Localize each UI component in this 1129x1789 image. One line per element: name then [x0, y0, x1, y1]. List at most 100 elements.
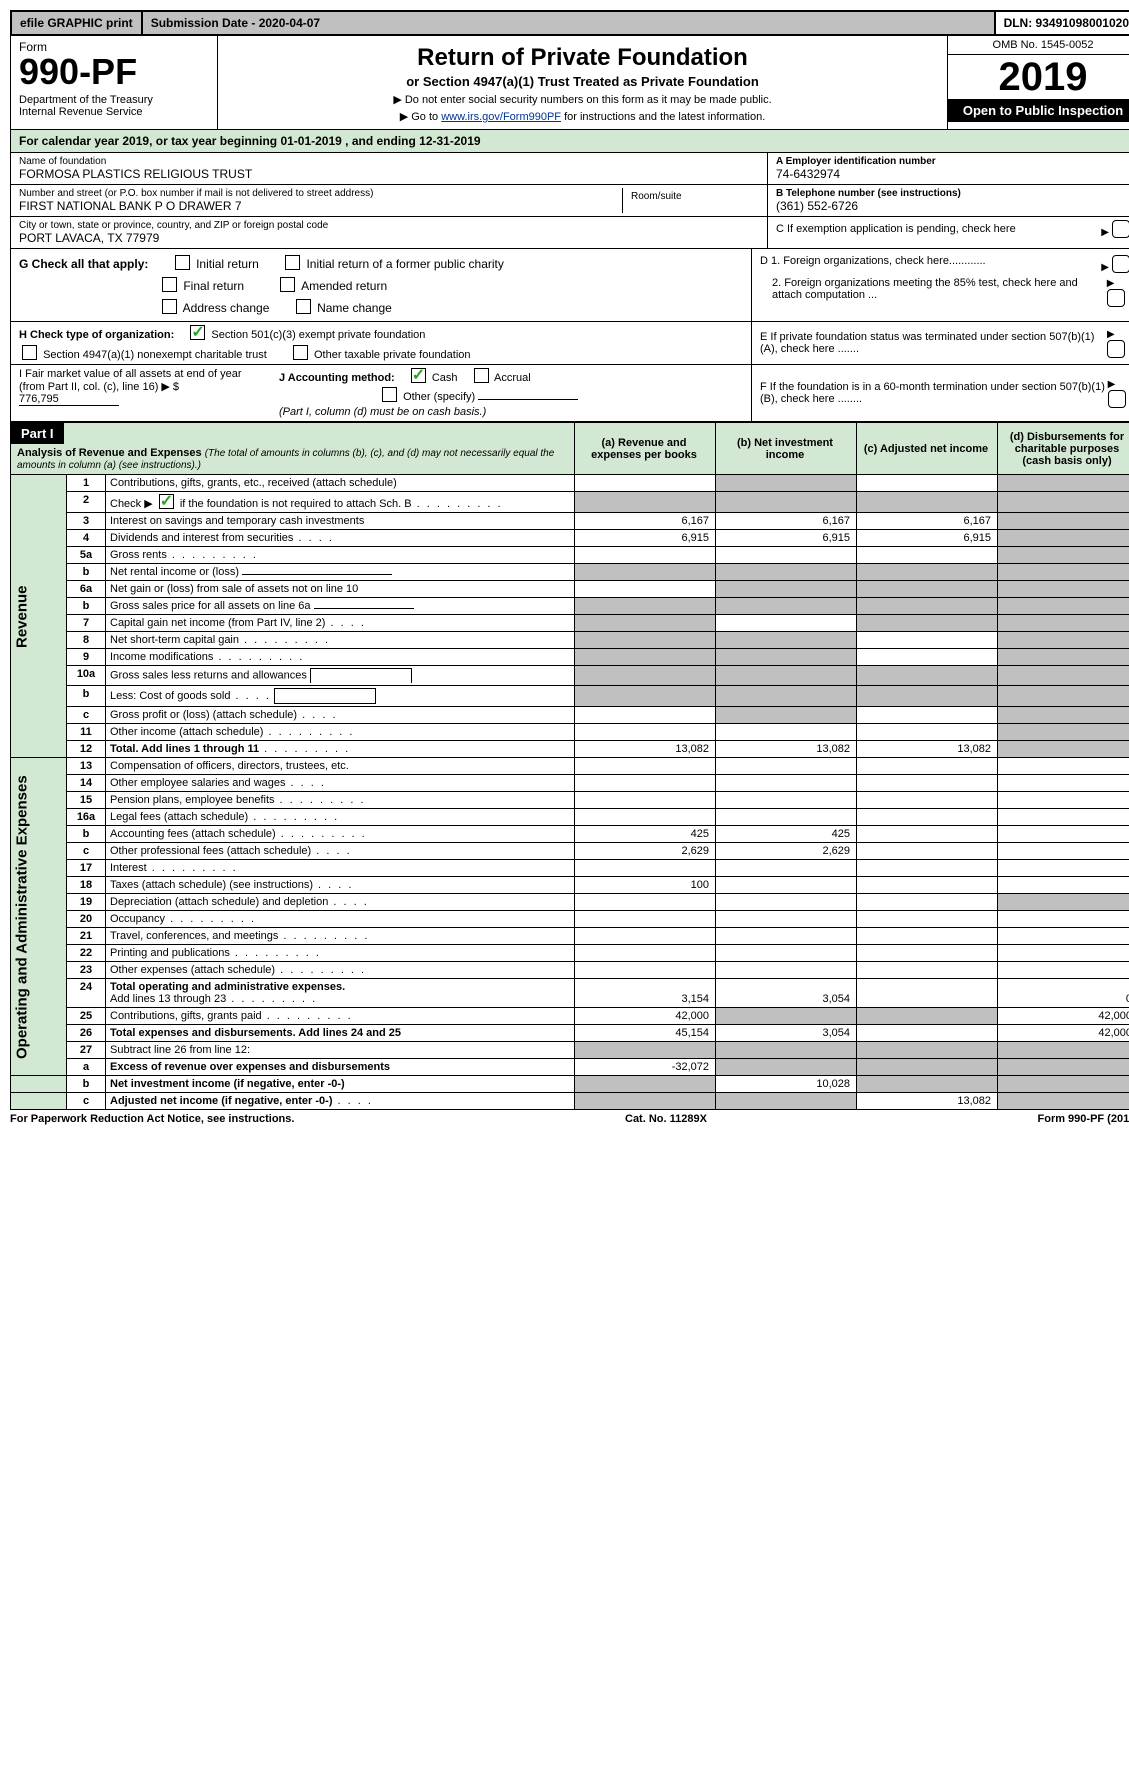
row-21: 21Travel, conferences, and meetings [11, 928, 1129, 945]
row-27a: aExcess of revenue over expenses and dis… [11, 1059, 1129, 1076]
c-label: C If exemption application is pending, c… [776, 223, 1016, 235]
phone-label: B Telephone number (see instructions) [776, 188, 961, 199]
row-1: Revenue 1Contributions, gifts, grants, e… [11, 475, 1129, 492]
city: PORT LAVACA, TX 77979 [19, 231, 759, 245]
row-19: 19Depreciation (attach schedule) and dep… [11, 894, 1129, 911]
open-public-label: Open to Public Inspection [948, 99, 1129, 122]
form-ref: Form 990-PF (2019) [1038, 1113, 1129, 1125]
g-initial-former-cb[interactable] [285, 255, 300, 270]
address-label: Number and street (or P.O. box number if… [19, 188, 622, 199]
row-10b: bLess: Cost of goods sold [11, 686, 1129, 707]
row-12: 12Total. Add lines 1 through 1113,08213,… [11, 741, 1129, 758]
col-d-header: (d) Disbursements for charitable purpose… [998, 423, 1129, 475]
row-24: 24Total operating and administrative exp… [11, 979, 1129, 1008]
row-5a: 5aGross rents [11, 547, 1129, 564]
form-note2: ▶ Go to www.irs.gov/Form990PF for instru… [224, 110, 941, 123]
paperwork-notice: For Paperwork Reduction Act Notice, see … [10, 1113, 294, 1125]
ein-label: A Employer identification number [776, 156, 936, 167]
ein: 74-6432974 [776, 167, 1129, 181]
row-20: 20Occupancy [11, 911, 1129, 928]
irs-label: Internal Revenue Service [19, 106, 209, 118]
row-27: 27Subtract line 26 from line 12: [11, 1042, 1129, 1059]
col-c-header: (c) Adjusted net income [857, 423, 998, 475]
row-4: 4Dividends and interest from securities6… [11, 530, 1129, 547]
row-23: 23Other expenses (attach schedule) [11, 962, 1129, 979]
room-label: Room/suite [623, 188, 759, 213]
dept-label: Department of the Treasury [19, 94, 209, 106]
j-accrual-cb[interactable] [474, 368, 489, 383]
foundation-name: FORMOSA PLASTICS RELIGIOUS TRUST [19, 167, 759, 181]
i-value: 776,795 [19, 393, 119, 406]
section-ij-f: I Fair market value of all assets at end… [10, 365, 1129, 422]
row-14: 14Other employee salaries and wages [11, 775, 1129, 792]
row-5b: bNet rental income or (loss) [11, 564, 1129, 581]
row-27c: cAdjusted net income (if negative, enter… [11, 1093, 1129, 1110]
city-label: City or town, state or province, country… [19, 220, 759, 231]
e-checkbox[interactable] [1107, 340, 1125, 358]
row-6a: 6aNet gain or (loss) from sale of assets… [11, 581, 1129, 598]
c-checkbox[interactable] [1112, 220, 1129, 238]
h-other-taxable-cb[interactable] [293, 345, 308, 360]
h-label: H Check type of organization: [19, 329, 174, 341]
d2-checkbox[interactable] [1107, 289, 1125, 307]
g-final-return-cb[interactable] [162, 277, 177, 292]
form-note1: ▶ Do not enter social security numbers o… [224, 93, 941, 106]
j-label: J Accounting method: [279, 372, 395, 384]
cat-no: Cat. No. 11289X [625, 1113, 707, 1125]
dln: DLN: 93491098001020 [994, 12, 1129, 34]
row-8: 8Net short-term capital gain [11, 632, 1129, 649]
submission-date: Submission Date - 2020-04-07 [141, 12, 994, 34]
form-subtitle: or Section 4947(a)(1) Trust Treated as P… [224, 74, 941, 89]
row-15: 15Pension plans, employee benefits [11, 792, 1129, 809]
part1-table: Part I Analysis of Revenue and Expenses … [10, 422, 1129, 1110]
row-16a: 16aLegal fees (attach schedule) [11, 809, 1129, 826]
j-cash-cb[interactable] [411, 368, 426, 383]
calendar-year-row: For calendar year 2019, or tax year begi… [10, 130, 1129, 153]
row-13: Operating and Administrative Expenses 13… [11, 758, 1129, 775]
col-a-header: (a) Revenue and expenses per books [575, 423, 716, 475]
top-bar: efile GRAPHIC print Submission Date - 20… [10, 10, 1129, 36]
g-amended-return-cb[interactable] [280, 277, 295, 292]
row-26: 26Total expenses and disbursements. Add … [11, 1025, 1129, 1042]
section-g-d: G Check all that apply: Initial return I… [10, 249, 1129, 322]
row-6b: bGross sales price for all assets on lin… [11, 598, 1129, 615]
row-17: 17Interest [11, 860, 1129, 877]
row-16c: cOther professional fees (attach schedul… [11, 843, 1129, 860]
row-18: 18Taxes (attach schedule) (see instructi… [11, 877, 1129, 894]
row-3: 3Interest on savings and temporary cash … [11, 513, 1129, 530]
sch-b-checkbox[interactable] [159, 494, 174, 509]
form-header: Form 990-PF Department of the Treasury I… [10, 36, 1129, 130]
omb-number: OMB No. 1545-0052 [948, 36, 1129, 55]
address: FIRST NATIONAL BANK P O DRAWER 7 [19, 199, 622, 213]
form-title: Return of Private Foundation [224, 44, 941, 72]
expenses-label: Operating and Administrative Expenses [11, 758, 67, 1076]
row-7: 7Capital gain net income (from Part IV, … [11, 615, 1129, 632]
part1-label: Part I [11, 423, 64, 444]
f-checkbox[interactable] [1108, 390, 1126, 408]
part1-title: Analysis of Revenue and Expenses [17, 447, 202, 459]
revenue-label: Revenue [11, 475, 67, 758]
j-other-cb[interactable] [382, 387, 397, 402]
g-label: G Check all that apply: [19, 257, 148, 271]
row-22: 22Printing and publications [11, 945, 1129, 962]
g-name-change-cb[interactable] [296, 299, 311, 314]
row-27b: bNet investment income (if negative, ent… [11, 1076, 1129, 1093]
j-note: (Part I, column (d) must be on cash basi… [279, 406, 743, 418]
info-block: Name of foundation FORMOSA PLASTICS RELI… [10, 153, 1129, 249]
row-10a: 10aGross sales less returns and allowanc… [11, 666, 1129, 686]
row-16b: bAccounting fees (attach schedule)425425 [11, 826, 1129, 843]
footer: For Paperwork Reduction Act Notice, see … [10, 1110, 1129, 1128]
row-11: 11Other income (attach schedule) [11, 724, 1129, 741]
g-address-change-cb[interactable] [162, 299, 177, 314]
tax-year: 2019 [948, 55, 1129, 99]
f-label: F If the foundation is in a 60-month ter… [760, 381, 1108, 405]
g-initial-return-cb[interactable] [175, 255, 190, 270]
h-4947-cb[interactable] [22, 345, 37, 360]
form-number: 990-PF [19, 54, 209, 90]
d1-label: D 1. Foreign organizations, check here..… [760, 255, 986, 273]
h-501c3-cb[interactable] [190, 325, 205, 340]
irs-link[interactable]: www.irs.gov/Form990PF [441, 111, 561, 123]
d1-checkbox[interactable] [1112, 255, 1129, 273]
row-25: 25Contributions, gifts, grants paid42,00… [11, 1008, 1129, 1025]
efile-label: efile GRAPHIC print [12, 12, 141, 34]
